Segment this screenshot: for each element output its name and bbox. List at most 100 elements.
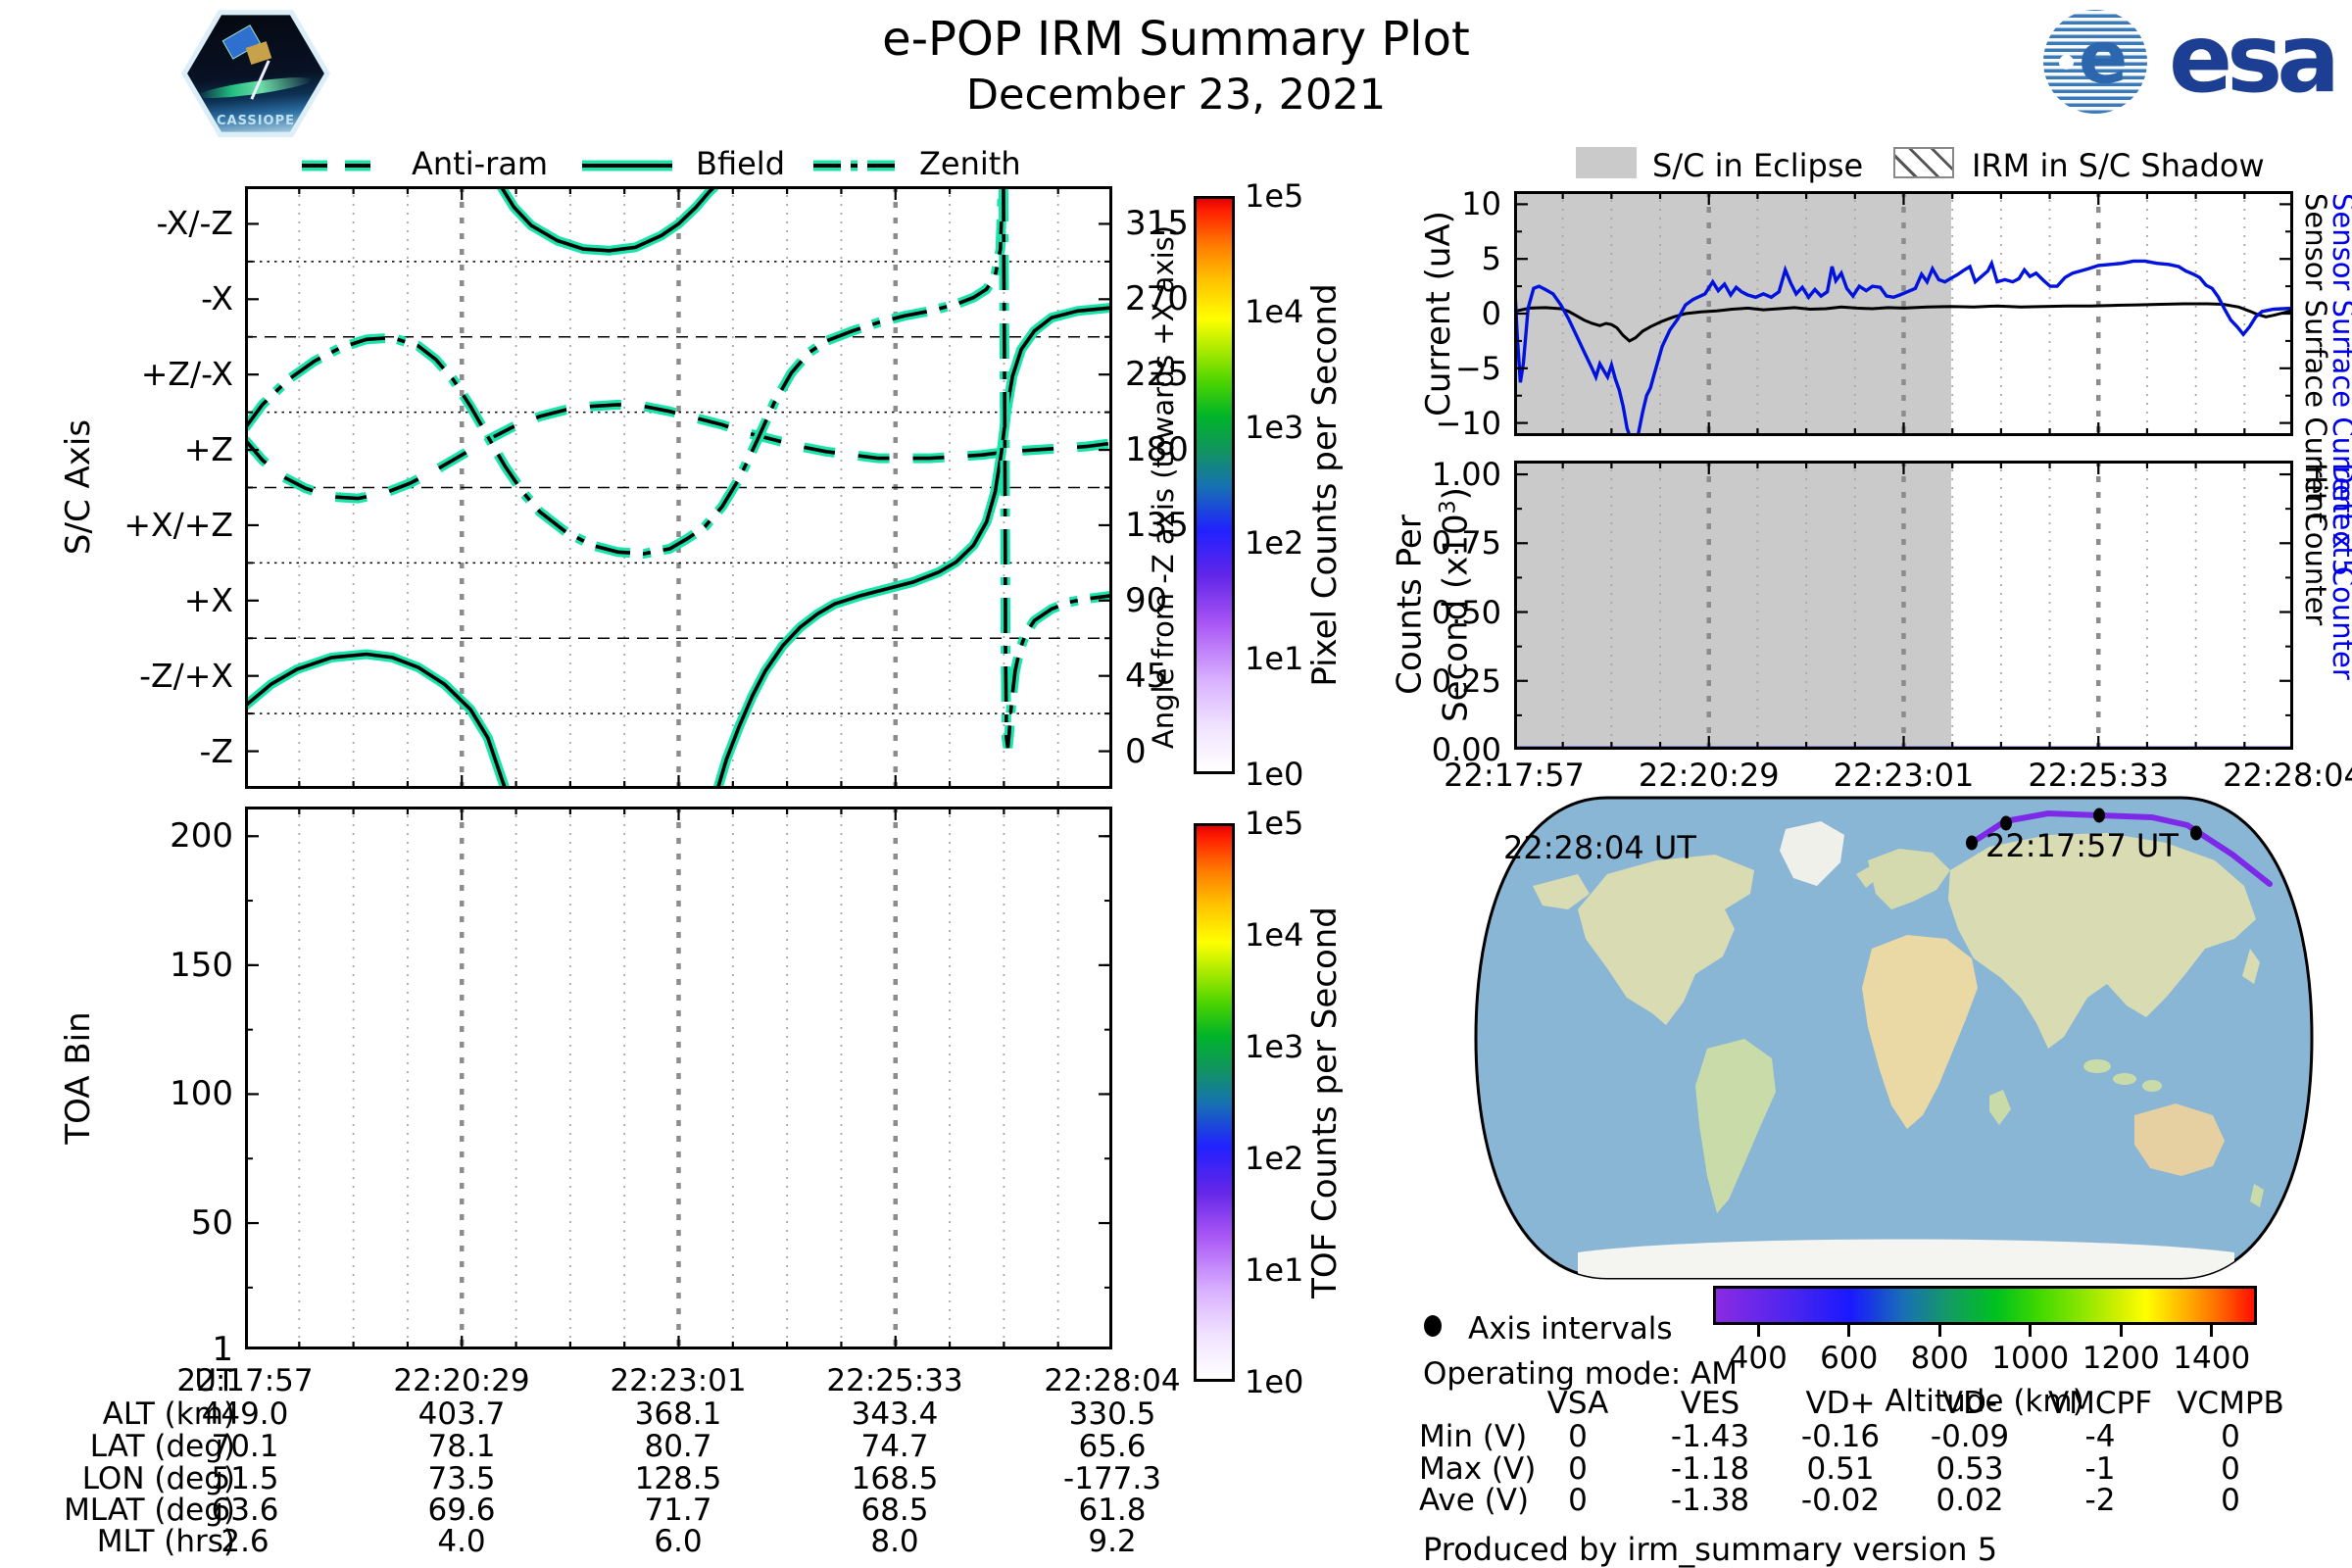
legend-bfield-line <box>582 160 672 172</box>
sc-axis-tick-label: -Z/+X <box>139 656 233 695</box>
map-continents <box>1533 821 2264 1278</box>
voltage-cell: -0.02 <box>1800 1483 1881 1518</box>
counts-tick-label: 0.50 <box>1431 593 1501 631</box>
tof-colorbar <box>1194 823 1235 1382</box>
ground-track-map: 22:17:57 UT 22:28:04 UT <box>1474 796 2314 1280</box>
ephemeris-cell: -177.3 <box>1063 1461 1161 1496</box>
ephemeris-cell: 128.5 <box>634 1461 722 1496</box>
altitude-tick-mark <box>2029 1325 2033 1337</box>
legend-zenith-label: Zenith <box>919 145 1021 182</box>
ephemeris-cell: 22:23:01 <box>610 1363 747 1398</box>
ephemeris-cell: 449.0 <box>201 1396 289 1432</box>
track-start-time-label: 22:17:57 UT <box>1985 827 2179 864</box>
sc-axis-tick-label: -X <box>201 279 233 318</box>
right-time-tick-label: 22:17:57 <box>1444 757 1585 794</box>
voltage-cell: 0 <box>1568 1419 1588 1454</box>
right-time-tick-label: 22:28:04 <box>2223 757 2352 794</box>
altitude-tick-label: 400 <box>1729 1341 1788 1376</box>
voltage-column-header: VD- <box>1941 1386 1998 1421</box>
counts-plot <box>1514 461 2293 750</box>
altitude-tick-mark <box>2210 1325 2214 1337</box>
ephemeris-row-label: ALT (km) <box>102 1396 235 1432</box>
ephemeris-cell: 78.1 <box>427 1429 496 1464</box>
esa-logo: e esa <box>2043 4 2347 120</box>
altitude-tick-mark <box>1937 1325 1941 1337</box>
ephemeris-cell: 22:17:57 <box>176 1363 314 1398</box>
voltage-cell: -1.38 <box>1670 1483 1750 1518</box>
esa-logo-ball: e <box>2043 10 2147 114</box>
cassiope-patch-art: CASSIOPE <box>187 15 324 132</box>
altitude-tick-label: 800 <box>1910 1341 1969 1376</box>
ephemeris-cell: 6.0 <box>654 1524 703 1559</box>
current-tick-label: −5 <box>1454 349 1501 387</box>
ephemeris-cell: 368.1 <box>634 1396 722 1432</box>
pixel-colorbar-tick: 1e4 <box>1245 293 1304 330</box>
pixel-colorbar-tick: 1e5 <box>1245 177 1304 215</box>
sc-axis-plot <box>245 186 1112 789</box>
sc-axis-right-tick-label: 0 <box>1125 731 1147 771</box>
voltage-row-label: Min (V) <box>1419 1419 1528 1454</box>
operating-mode-label: Operating mode: AM <box>1423 1356 1739 1392</box>
altitude-tick-mark <box>1847 1325 1851 1337</box>
right-time-tick-label: 22:23:01 <box>1833 757 1975 794</box>
ephemeris-row-label: MLAT (deg) <box>64 1493 235 1528</box>
ephemeris-cell: 22:20:29 <box>393 1363 530 1398</box>
voltage-column-header: VMCPF <box>2047 1386 2153 1421</box>
ephemeris-cell: 4.0 <box>437 1524 486 1559</box>
voltage-cell: 0 <box>2221 1483 2240 1518</box>
ephemeris-cell: 71.7 <box>644 1493 712 1528</box>
esa-logo-text: esa <box>2169 4 2340 114</box>
ephemeris-cell: 8.0 <box>870 1524 919 1559</box>
ephemeris-row-label: LON (deg) <box>81 1461 235 1496</box>
ephemeris-cell: 80.7 <box>644 1429 712 1464</box>
counts-tick-label: 0.00 <box>1431 731 1501 768</box>
ephemeris-cell: 22:25:33 <box>826 1363 963 1398</box>
right-time-tick-label: 22:20:29 <box>1638 757 1780 794</box>
legend-eclipse-swatch <box>1576 147 1637 178</box>
counts-right-label-blue: Detect Counter <box>2327 463 2352 680</box>
ephemeris-row-label: LAT (deg) <box>89 1429 235 1464</box>
sc-axis-right-tick-label: 135 <box>1125 505 1189 545</box>
legend-antiram-label: Anti-ram <box>412 145 549 182</box>
toa-tick-label: 50 <box>190 1203 233 1244</box>
altitude-tick-label: 1200 <box>2082 1341 2160 1376</box>
ephemeris-cell: 65.6 <box>1078 1429 1147 1464</box>
sc-axis-right-tick-label: 180 <box>1125 430 1189 470</box>
tof-colorbar-tick: 1e0 <box>1245 1363 1304 1400</box>
pixel-colorbar-tick: 1e3 <box>1245 409 1304 446</box>
satellite-track <box>1484 808 2273 887</box>
voltage-column-header: VCMPB <box>2177 1386 2284 1421</box>
voltage-cell: 0.02 <box>1936 1483 2004 1518</box>
voltage-cell: -4 <box>2084 1419 2116 1454</box>
legend-shadow-label: IRM in S/C Shadow <box>1972 147 2265 184</box>
altitude-colorbar <box>1713 1286 2257 1325</box>
sc-axis-tick-label: +Z <box>183 430 233 469</box>
pixel-colorbar <box>1194 196 1235 774</box>
pixel-colorbar-tick: 1e2 <box>1245 524 1304 562</box>
voltage-column-header: VSA <box>1546 1386 1609 1421</box>
sc-axis-tick-label: +X <box>183 580 233 619</box>
current-tick-label: 10 <box>1461 185 1501 223</box>
axis-interval-marker-icon <box>1424 1315 1442 1337</box>
current-plot <box>1514 191 2293 436</box>
sc-axis-tick-label: -Z <box>199 731 233 770</box>
toa-tick-label: 200 <box>170 816 233 857</box>
voltage-cell: -1.18 <box>1670 1451 1750 1487</box>
sc-axis-right-tick-label: 315 <box>1125 204 1189 244</box>
ephemeris-cell: 22:28:04 <box>1044 1363 1181 1398</box>
ephemeris-cell: 330.5 <box>1068 1396 1156 1432</box>
sc-axis-right-tick-label: 90 <box>1125 580 1168 620</box>
ephemeris-cell: 2.6 <box>220 1524 270 1559</box>
ephemeris-cell: 51.5 <box>211 1461 279 1496</box>
pixel-colorbar-tick: 1e1 <box>1245 640 1304 677</box>
toa-tick-label: 150 <box>170 945 233 985</box>
satellite-track-labels: 22:17:57 UT 22:28:04 UT <box>1503 827 2179 866</box>
counts-tick-label: 0.25 <box>1431 662 1501 700</box>
tof-colorbar-tick: 1e4 <box>1245 916 1304 954</box>
esa-logo-e: e <box>2079 16 2129 100</box>
toa-tick-label: 100 <box>170 1074 233 1114</box>
altitude-tick-mark <box>1756 1325 1760 1337</box>
pixel-colorbar-tick: 1e0 <box>1245 756 1304 793</box>
track-end-time-label: 22:28:04 UT <box>1503 829 1696 866</box>
ephemeris-cell: 73.5 <box>427 1461 496 1496</box>
